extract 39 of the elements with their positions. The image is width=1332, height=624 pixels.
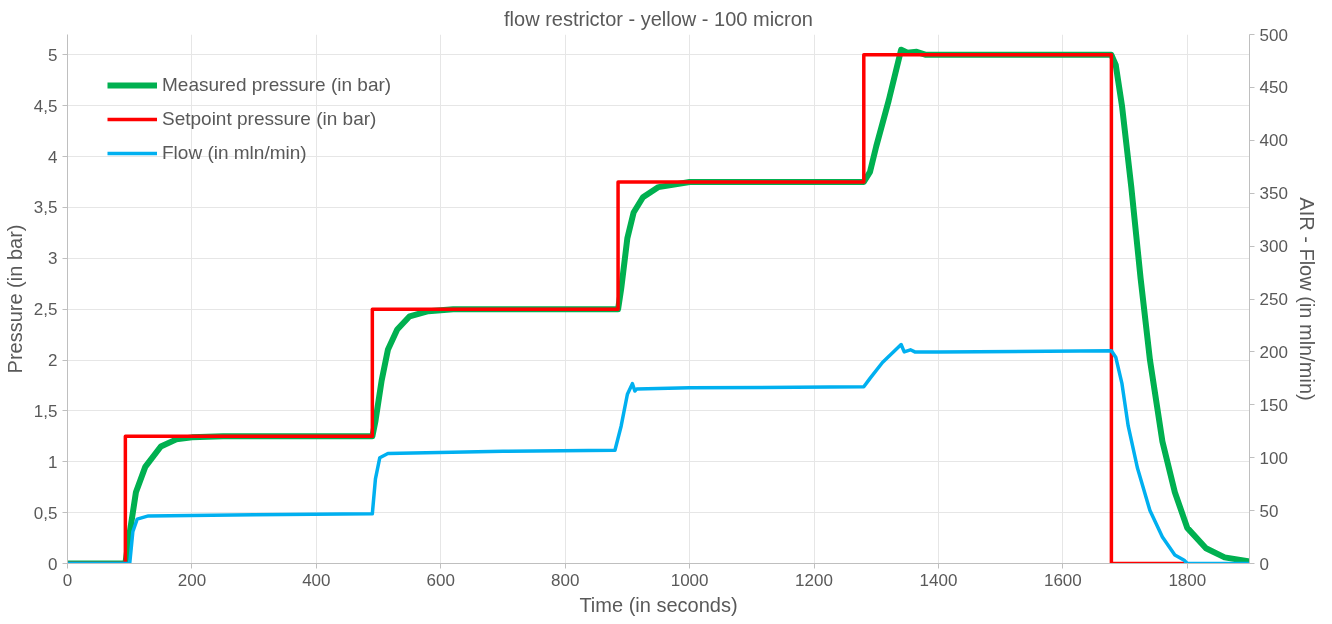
y-tick-label: 1 <box>48 452 58 472</box>
x-tick-label: 400 <box>302 570 331 590</box>
y-tick-label: 0,5 <box>33 503 58 523</box>
x-tick-label: 1800 <box>1168 570 1207 590</box>
y-tick-label: 5 <box>48 45 58 65</box>
y2-tick-label: 300 <box>1259 237 1288 257</box>
x-axis-title: Time (in seconds) <box>579 593 738 616</box>
x-tick-label: 600 <box>426 570 455 590</box>
y-tick-label: 0 <box>48 554 58 574</box>
x-tick-label: 1600 <box>1043 570 1082 590</box>
y2-tick-label: 50 <box>1259 501 1279 521</box>
legend-label: Setpoint pressure (in bar) <box>162 108 377 130</box>
legend-label: Measured pressure (in bar) <box>162 74 392 96</box>
y2-tick-label: 200 <box>1259 342 1288 362</box>
x-tick-label: 200 <box>177 570 207 590</box>
y-tick-label: 2 <box>48 351 58 371</box>
x-tick-label: 1400 <box>919 570 958 590</box>
y2-tick-label: 450 <box>1259 78 1288 98</box>
x-tick-label: 800 <box>551 570 580 590</box>
chart-title: flow restrictor - yellow - 100 micron <box>504 7 813 30</box>
y-axis-title: Pressure (in bar) <box>3 224 26 374</box>
y2-tick-label: 350 <box>1259 184 1288 204</box>
y2-axis-title: AIR - Flow (in mln/min) <box>1295 197 1318 401</box>
y2-tick-label: 150 <box>1259 395 1288 415</box>
x-tick-label: 1200 <box>795 570 833 590</box>
y2-tick-label: 400 <box>1259 131 1288 151</box>
y2-tick-label: 100 <box>1259 448 1288 468</box>
y-tick-label: 4 <box>48 147 58 167</box>
y2-tick-label: 250 <box>1259 290 1288 309</box>
y2-tick-label: 500 <box>1259 25 1288 45</box>
legend-label: Flow (in mln/min) <box>162 142 307 164</box>
y-tick-label: 3,5 <box>33 198 58 218</box>
x-tick-label: 0 <box>62 570 73 590</box>
x-tick-label: 1000 <box>670 570 709 590</box>
y-tick-label: 3 <box>48 249 58 269</box>
y2-tick-label: 0 <box>1259 554 1269 574</box>
y-tick-label: 4,5 <box>33 96 58 116</box>
y-tick-label: 2,5 <box>33 300 58 320</box>
y-tick-label: 1,5 <box>33 401 58 421</box>
